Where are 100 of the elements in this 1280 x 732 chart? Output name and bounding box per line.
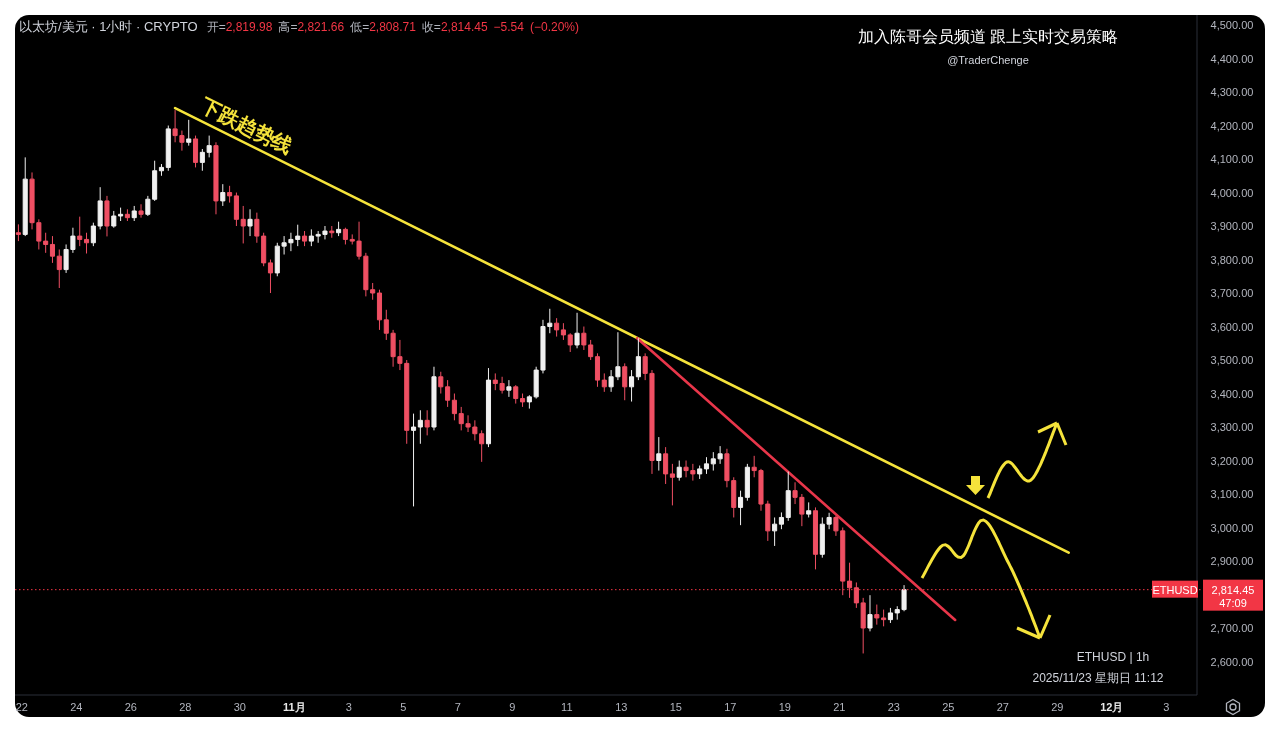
- annotation: ETHUSD: [1152, 583, 1198, 596]
- candlestick: [601, 372, 607, 393]
- candlestick: [83, 232, 90, 254]
- y-tick-label: 3,400.00: [1210, 387, 1254, 400]
- candlestick: [431, 366, 437, 431]
- candlestick: [192, 135, 199, 168]
- candlestick: [806, 501, 812, 518]
- y-tick-label: 3,600.00: [1210, 320, 1254, 333]
- candlestick: [165, 125, 171, 172]
- y-tick-label: 3,300.00: [1210, 421, 1254, 434]
- candlestick: [697, 465, 703, 480]
- candlestick: [513, 384, 519, 405]
- candlestick: [445, 379, 451, 408]
- candlestick: [703, 456, 710, 475]
- candlestick: [520, 393, 526, 408]
- candlestick: [485, 367, 492, 448]
- candlestick: [887, 607, 893, 624]
- candlestick: [744, 463, 750, 502]
- candlestick: [329, 225, 335, 239]
- x-tick-label: 27: [996, 701, 1009, 713]
- y-tick-label: 3,200.00: [1210, 454, 1254, 467]
- y-tick-label: 4,400.00: [1210, 52, 1254, 65]
- y-tick-label: 3,500.00: [1210, 354, 1254, 367]
- y-tick-label: 4,500.00: [1210, 19, 1254, 32]
- chart-title: 以太坊/美元 · 1小时 · CRYPTO: [19, 19, 198, 34]
- candlestick: [158, 163, 165, 177]
- candlestick: [847, 562, 853, 599]
- candlestick: [867, 594, 873, 632]
- candlestick: [342, 227, 348, 245]
- candlestick: [656, 436, 662, 472]
- y-tick-label: 3,900.00: [1210, 220, 1254, 233]
- x-tick-label: 19: [778, 701, 791, 713]
- y-tick-label: 4,000.00: [1210, 186, 1254, 199]
- annotation: 加入陈哥会员频道 跟上实时交易策略: [857, 28, 1119, 45]
- y-tick-label: 3,700.00: [1210, 287, 1254, 300]
- text: 开=2,819.98 高=2,821.66 低=2,808.71 收=2,814.45 −5.54 (−0.20%): [206, 20, 579, 34]
- candlestick: [247, 208, 253, 237]
- y-tick-label: 4,200.00: [1210, 119, 1254, 132]
- candlestick: [111, 210, 117, 229]
- x-tick-label: 9: [509, 701, 516, 713]
- x-tick-label: 7: [454, 701, 461, 713]
- y-tick-label: 3,100.00: [1210, 488, 1254, 501]
- x-tick-label: 25: [942, 701, 955, 713]
- candlestick: [267, 259, 274, 294]
- x-tick-label: 11: [561, 701, 573, 713]
- x-tick-label: 26: [124, 701, 137, 713]
- x-tick-label: 11月: [283, 701, 306, 713]
- candlestick: [663, 446, 669, 485]
- x-tick-label: 24: [70, 701, 83, 713]
- candlestick: [77, 216, 83, 247]
- candlestick: [186, 119, 192, 147]
- x-tick-label: 3: [1163, 701, 1170, 713]
- candlestick: [669, 463, 675, 506]
- candlestick: [302, 230, 308, 247]
- candlestick: [138, 203, 144, 219]
- y-tick-label: 4,100.00: [1210, 153, 1254, 166]
- candlestick: [554, 317, 560, 338]
- candlestick: [213, 141, 219, 215]
- ref-line-label: 2,814.45: [1211, 583, 1255, 596]
- candlestick: [635, 337, 641, 381]
- candlestick: [411, 413, 417, 507]
- x-tick-label: 13: [615, 701, 628, 713]
- y-tick-label: 2,900.00: [1210, 555, 1254, 568]
- candlestick: [376, 289, 383, 331]
- x-tick-label: 17: [724, 701, 737, 713]
- candlestick: [220, 183, 226, 207]
- candlestick: [778, 511, 784, 530]
- text: 下跌趋势线: [196, 93, 297, 158]
- x-tick-label: 30: [233, 701, 246, 713]
- candlestick: [812, 506, 819, 570]
- candlestick: [438, 371, 444, 395]
- candlestick: [227, 185, 233, 204]
- candlestick: [417, 409, 423, 445]
- candlestick: [22, 156, 28, 237]
- candlestick: [451, 393, 457, 421]
- candlestick: [574, 312, 580, 349]
- x-tick-label: 28: [179, 701, 192, 713]
- annotation: @TraderChenge: [947, 54, 1029, 66]
- x-tick-label: 12月: [1100, 701, 1124, 713]
- candlestick: [567, 332, 573, 353]
- candlestick: [629, 369, 635, 403]
- y-tick-label: 2,700.00: [1210, 622, 1254, 634]
- candlestick: [15, 223, 21, 242]
- x-tick-label: 15: [669, 701, 682, 713]
- candlestick: [118, 207, 124, 222]
- x-tick-label: 21: [833, 701, 846, 713]
- annotation: 2025/11/23 星期日 11:12: [1032, 671, 1164, 685]
- candlestick: [772, 516, 778, 547]
- x-tick-label: 5: [400, 701, 407, 713]
- x-tick-label: 22: [15, 701, 28, 713]
- candlestick: [240, 205, 246, 244]
- candlestick: [424, 409, 430, 436]
- candlestick: [676, 460, 682, 482]
- y-tick-label: 3,000.00: [1210, 521, 1254, 534]
- y-tick-label: 3,800.00: [1210, 253, 1254, 266]
- candlestick: [594, 352, 601, 388]
- candlestick: [506, 379, 512, 398]
- candlestick: [56, 248, 62, 289]
- x-tick-label: 23: [887, 701, 900, 713]
- candlestick: [233, 192, 239, 227]
